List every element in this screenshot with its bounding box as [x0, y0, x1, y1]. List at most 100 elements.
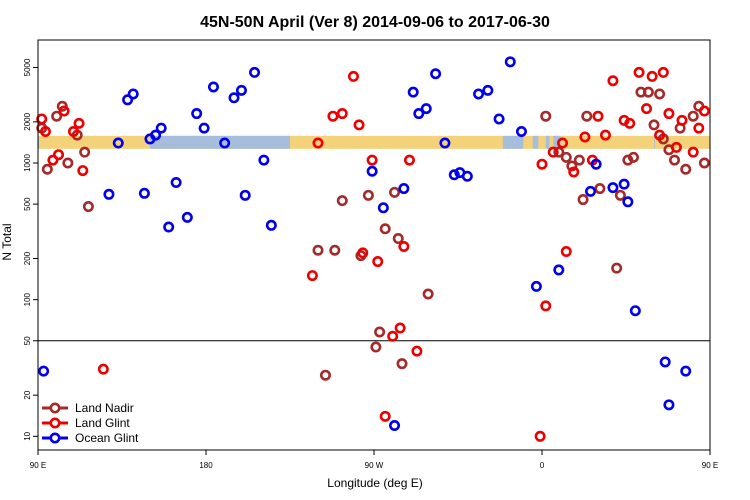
data-point — [422, 288, 434, 300]
data-point — [592, 110, 604, 122]
data-point — [389, 419, 401, 431]
x-tick-label: 180 — [199, 461, 213, 470]
data-point — [573, 154, 585, 166]
data-point — [493, 113, 505, 125]
data-point — [398, 183, 410, 195]
data-point — [530, 280, 542, 292]
data-point — [568, 166, 580, 178]
data-point — [39, 125, 51, 137]
y-tick-label: 2000 — [23, 112, 32, 130]
data-point — [103, 188, 115, 200]
x-tick-label: 90 E — [702, 461, 718, 470]
data-point — [379, 410, 391, 422]
data-point — [594, 183, 606, 195]
data-point — [515, 125, 527, 137]
data-point — [585, 185, 597, 197]
data-point — [676, 114, 688, 126]
data-point — [560, 151, 572, 163]
data-point — [461, 170, 473, 182]
data-point — [312, 244, 324, 256]
data-point — [392, 233, 404, 245]
data-point — [629, 305, 641, 317]
data-point — [687, 110, 699, 122]
data-point — [138, 187, 150, 199]
data-point — [36, 113, 48, 125]
data-point — [599, 129, 611, 141]
axes: 90 E 180 90 W 0 90 E 10 20 50 100 200 500 1000 2000 5… — [23, 39, 718, 470]
data-point — [319, 369, 331, 381]
data-point — [698, 105, 710, 117]
data-point — [646, 70, 658, 82]
ocean-band-segment — [545, 135, 550, 149]
data-point — [58, 105, 70, 117]
data-point — [73, 117, 85, 129]
data-point — [398, 240, 410, 252]
data-points — [36, 56, 710, 442]
data-point — [577, 194, 589, 206]
data-point — [79, 146, 91, 158]
data-point — [448, 169, 460, 181]
ocean-band-segment — [532, 135, 539, 149]
data-point — [657, 66, 669, 78]
data-point — [536, 158, 548, 170]
plot-frame — [37, 39, 711, 451]
data-point — [312, 137, 324, 149]
data-point — [669, 154, 681, 166]
ocean-band-segment — [502, 135, 524, 149]
data-point — [370, 341, 382, 353]
data-point — [663, 108, 675, 120]
data-point — [557, 137, 569, 149]
data-point — [396, 358, 408, 370]
ocean-band-segment — [654, 135, 655, 149]
data-point — [389, 186, 401, 198]
data-point — [53, 149, 65, 161]
data-point — [547, 146, 559, 158]
x-tick-label: 90 W — [365, 461, 384, 470]
chart-title: 45N-50N April (Ver 8) 2014-09-06 to 2017… — [200, 14, 550, 31]
data-point — [163, 221, 175, 233]
data-point — [566, 160, 578, 172]
data-point — [265, 219, 277, 231]
data-point — [77, 165, 89, 177]
data-point — [47, 154, 59, 166]
data-point — [581, 110, 593, 122]
data-point — [663, 399, 675, 411]
data-point — [622, 196, 634, 208]
data-point — [336, 108, 348, 120]
data-point — [258, 154, 270, 166]
data-point — [413, 108, 425, 120]
y-tick-label: 20 — [23, 390, 32, 399]
data-point — [347, 70, 359, 82]
data-point — [67, 125, 79, 137]
data-point — [540, 300, 552, 312]
data-point — [219, 137, 231, 149]
data-point — [181, 211, 193, 223]
data-point — [654, 88, 666, 100]
data-point — [207, 81, 219, 93]
data-point — [394, 322, 406, 334]
data-point — [633, 66, 645, 78]
y-tick-label: 10 — [23, 431, 32, 440]
data-point — [687, 146, 699, 158]
data-point — [641, 103, 653, 115]
data-point — [590, 158, 602, 170]
data-point — [387, 330, 399, 342]
legend-label: Ocean Glint — [75, 431, 139, 445]
data-point — [611, 262, 623, 274]
data-point — [648, 119, 660, 131]
y-tick-label: 200 — [23, 251, 32, 265]
data-point — [504, 56, 516, 68]
data-point — [540, 110, 552, 122]
data-point — [374, 326, 386, 338]
data-point — [607, 182, 619, 194]
data-point — [82, 201, 94, 213]
data-point — [155, 122, 167, 134]
data-point — [122, 94, 134, 106]
data-point — [473, 88, 485, 100]
data-point — [228, 92, 240, 104]
data-point — [366, 154, 378, 166]
data-point — [327, 110, 339, 122]
data-point — [553, 264, 565, 276]
